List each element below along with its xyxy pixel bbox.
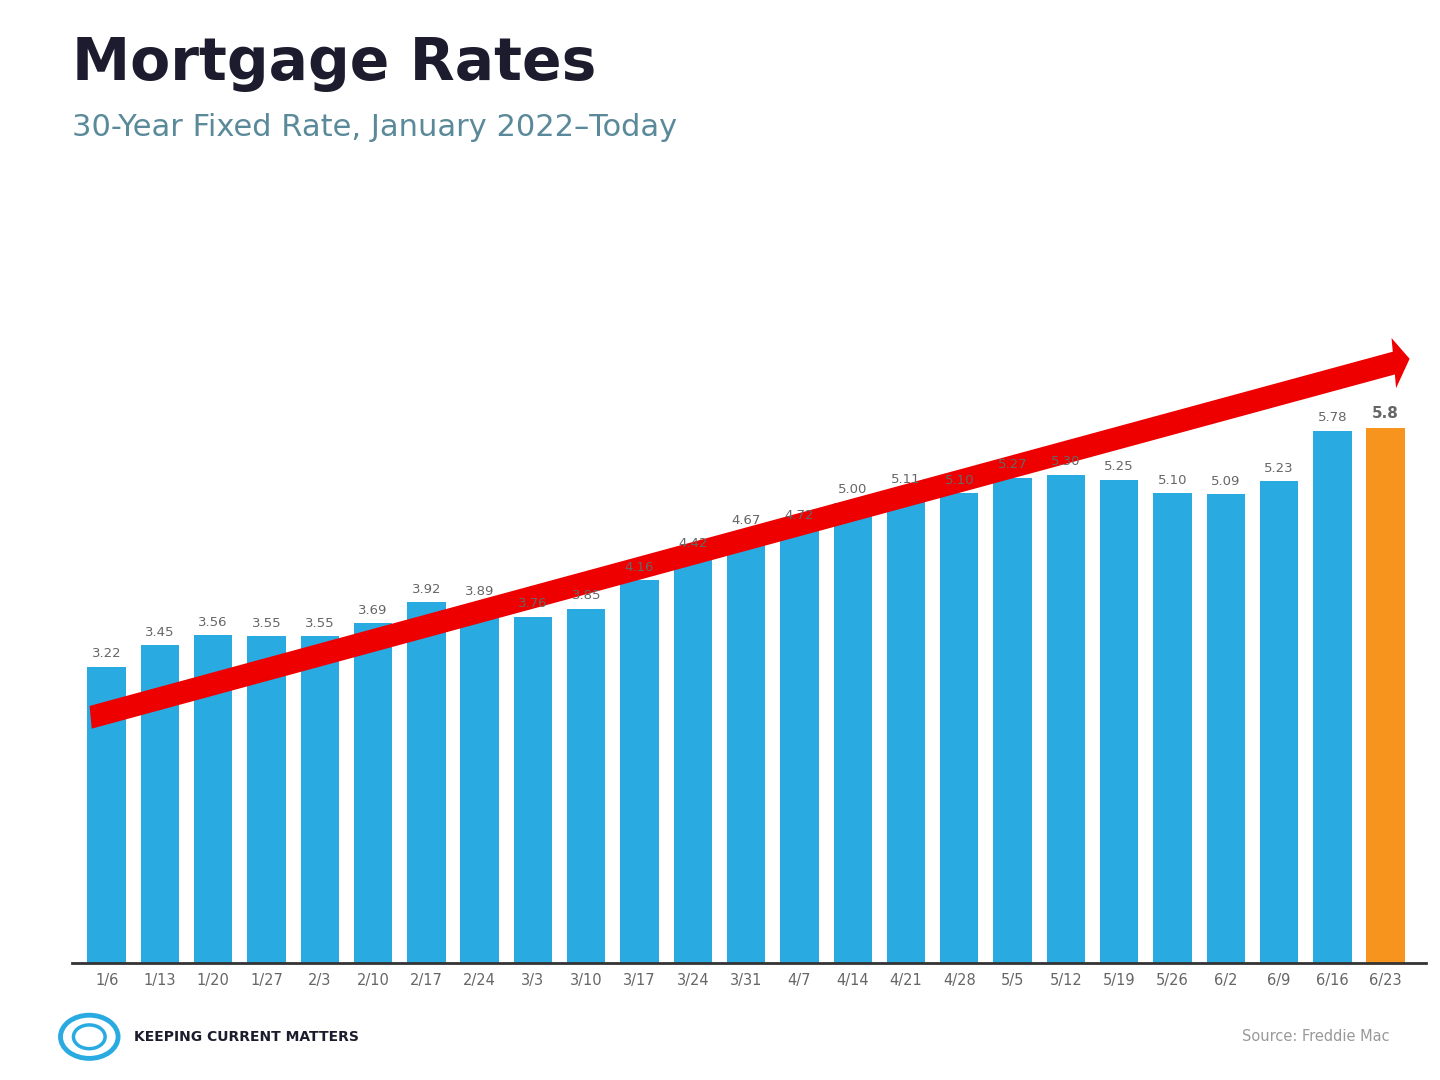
Text: 5.30: 5.30	[1051, 456, 1080, 469]
Text: 5.25: 5.25	[1104, 460, 1133, 473]
Bar	[141, 646, 179, 963]
Text: 5.00: 5.00	[838, 483, 867, 496]
Bar	[301, 636, 338, 963]
Bar	[994, 477, 1032, 963]
Bar	[248, 636, 285, 963]
Text: 3.45: 3.45	[145, 626, 174, 639]
Text: Mortgage Rates: Mortgage Rates	[72, 35, 596, 92]
Text: Source: Freddie Mac: Source: Freddie Mac	[1241, 1029, 1390, 1044]
Bar	[461, 605, 498, 963]
Bar	[1207, 495, 1246, 963]
Text: 4.16: 4.16	[625, 561, 654, 573]
Text: 3.76: 3.76	[518, 597, 547, 610]
Text: 4.42: 4.42	[678, 537, 707, 550]
Text: 5.8: 5.8	[1372, 406, 1400, 421]
Text: 3.85: 3.85	[572, 589, 600, 602]
Text: 3.92: 3.92	[412, 582, 441, 596]
Bar	[887, 492, 924, 963]
Bar	[1367, 428, 1405, 963]
Bar	[567, 608, 605, 963]
Text: 3.22: 3.22	[92, 647, 121, 660]
Bar	[727, 532, 765, 963]
Text: KEEPING CURRENT MATTERS: KEEPING CURRENT MATTERS	[134, 1030, 359, 1043]
Text: 3.89: 3.89	[465, 585, 494, 598]
Text: 5.27: 5.27	[998, 458, 1027, 471]
Text: 5.78: 5.78	[1318, 411, 1346, 424]
Text: 3.55: 3.55	[305, 617, 334, 630]
Bar	[1313, 431, 1352, 963]
FancyArrow shape	[89, 338, 1410, 729]
Bar	[780, 528, 818, 963]
Bar	[1047, 475, 1086, 963]
Text: 4.67: 4.67	[732, 513, 760, 527]
Bar	[88, 666, 125, 963]
Bar	[834, 502, 871, 963]
Bar	[1260, 482, 1299, 963]
Bar	[940, 494, 979, 963]
Text: 5.23: 5.23	[1264, 462, 1295, 475]
Text: 5.09: 5.09	[1211, 475, 1240, 488]
Bar	[1100, 480, 1139, 963]
Text: 3.69: 3.69	[359, 604, 387, 617]
Text: 5.10: 5.10	[945, 474, 973, 487]
Bar	[621, 580, 658, 963]
Bar	[194, 635, 232, 963]
Text: 4.72: 4.72	[785, 509, 814, 522]
Text: 3.56: 3.56	[199, 616, 228, 629]
Text: 5.10: 5.10	[1158, 474, 1187, 487]
Bar	[674, 556, 711, 963]
Text: 30-Year Fixed Rate, January 2022–Today: 30-Year Fixed Rate, January 2022–Today	[72, 113, 677, 143]
Bar	[1153, 494, 1192, 963]
Bar	[514, 617, 552, 963]
Bar	[354, 623, 392, 963]
Bar	[408, 602, 445, 963]
Text: 5.11: 5.11	[891, 473, 920, 486]
Text: 3.55: 3.55	[252, 617, 281, 630]
